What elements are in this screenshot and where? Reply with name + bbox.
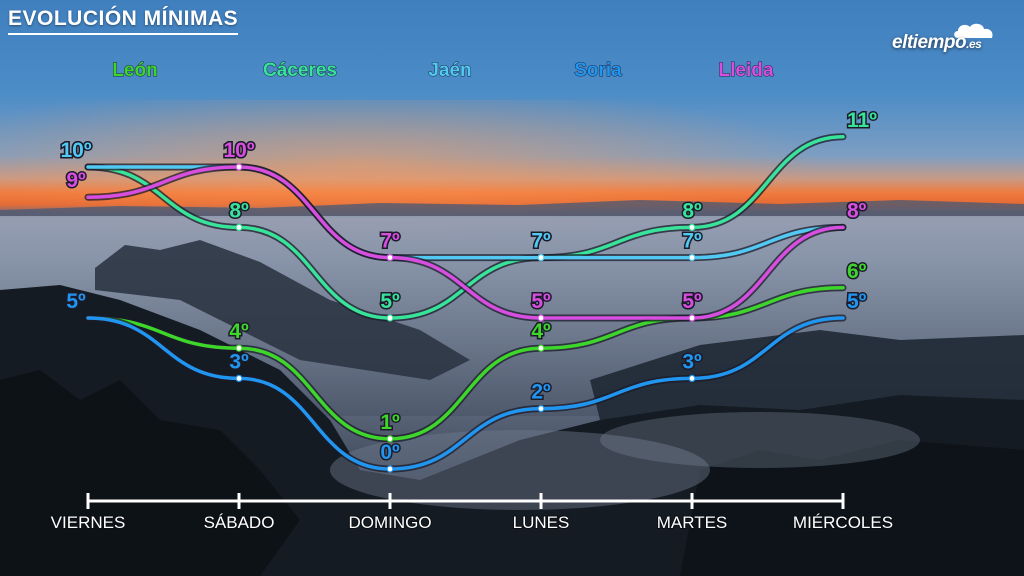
point-caceres-4 <box>688 223 696 231</box>
brand-tld: .es <box>966 37 982 51</box>
value-label-lleida-2: 7º <box>380 230 400 253</box>
cloud-icon <box>954 23 993 38</box>
value-label-caceres-0: 10º <box>60 139 91 162</box>
value-label-soria-2: 0º <box>380 441 400 464</box>
value-label-soria-5: 5º <box>847 290 867 313</box>
x-tick-label-martes: MARTES <box>657 513 728 532</box>
value-label-leon-4: 5º <box>682 290 702 313</box>
point-caceres-1 <box>235 223 243 231</box>
series-lleida-outline <box>84 163 847 322</box>
point-caceres-2 <box>386 314 394 322</box>
legend-item-lleida: Lleida <box>719 60 774 81</box>
value-label-lleida-5: 8º <box>847 199 867 222</box>
x-tick-label-lunes: LUNES <box>513 513 570 532</box>
legend-item-leon: León <box>112 60 157 81</box>
value-label-jaen-5: 8º <box>847 199 867 222</box>
value-label-soria-0: 5º <box>66 290 86 313</box>
legend-item-caceres: Cáceres <box>263 60 337 81</box>
value-label-caceres-5: 11º <box>847 109 877 132</box>
value-label-lleida-4: 5º <box>682 290 702 313</box>
value-label-jaen-4: 7º <box>682 230 702 253</box>
point-soria-1 <box>235 374 243 382</box>
point-soria-3 <box>537 405 545 413</box>
series-jaen-line <box>86 165 845 260</box>
value-label-leon-3: 4º <box>531 320 551 343</box>
point-leon-3 <box>537 344 545 352</box>
value-label-jaen-0: 10º <box>60 139 91 162</box>
point-soria-4 <box>688 374 696 382</box>
series-lleida-line <box>86 165 845 320</box>
point-lleida-2 <box>386 254 394 262</box>
value-label-jaen-2: 7º <box>380 230 400 253</box>
legend-item-soria: Soria <box>574 60 622 81</box>
value-label-soria-3: 2º <box>531 381 551 404</box>
point-leon-1 <box>235 344 243 352</box>
value-label-caceres-3: 7º <box>531 230 551 253</box>
x-axis: VIERNES SÁBADO DOMINGO LUNES MARTES MIÉRCOLES <box>50 493 894 533</box>
x-tick-label-viernes: VIERNES <box>51 513 126 532</box>
value-label-lleida-0: 9º <box>66 169 86 192</box>
legend: León Cáceres Jaén Soria Lleida <box>112 60 775 82</box>
point-soria-2 <box>386 465 394 473</box>
value-label-leon-5: 6º <box>847 260 867 283</box>
x-tick-label-domingo: DOMINGO <box>348 513 431 532</box>
value-label-jaen-3: 7º <box>531 230 551 253</box>
point-jaen-3 <box>537 254 545 262</box>
value-label-caceres-2: 5º <box>380 290 400 313</box>
x-tick-label-miercoles: MIÉRCOLES <box>793 513 893 532</box>
series-caceres-line <box>86 135 845 320</box>
series-jaen-outline <box>84 163 847 262</box>
value-label-caceres-1: 8º <box>229 199 249 222</box>
point-lleida-1 <box>235 163 243 171</box>
value-label-leon-2: 1º <box>380 411 400 434</box>
value-label-leon-1: 4º <box>229 320 249 343</box>
chart-title: EVOLUCIÓN MÍNIMAS <box>8 6 239 35</box>
series-soria-line <box>86 316 845 471</box>
value-label-caceres-4: 8º <box>682 199 702 222</box>
point-jaen-4 <box>688 254 696 262</box>
value-label-soria-1: 3º <box>229 350 249 373</box>
brand-name: eltiempo <box>892 32 967 53</box>
point-lleida-3 <box>537 314 545 322</box>
value-label-lleida-1: 10º <box>223 139 254 162</box>
value-label-leon-0: 5º <box>66 290 86 313</box>
value-label-lleida-3: 5º <box>531 290 551 313</box>
value-label-jaen-1: 10º <box>223 139 254 162</box>
x-tick-label-sabado: SÁBADO <box>204 513 275 532</box>
point-leon-2 <box>386 435 394 443</box>
value-label-soria-4: 3º <box>682 350 702 373</box>
legend-item-jaen: Jaén <box>428 60 471 81</box>
brand-logo: eltiempo.es <box>892 22 1004 56</box>
brand-logo-text: eltiempo.es <box>892 32 982 54</box>
point-lleida-4 <box>688 314 696 322</box>
